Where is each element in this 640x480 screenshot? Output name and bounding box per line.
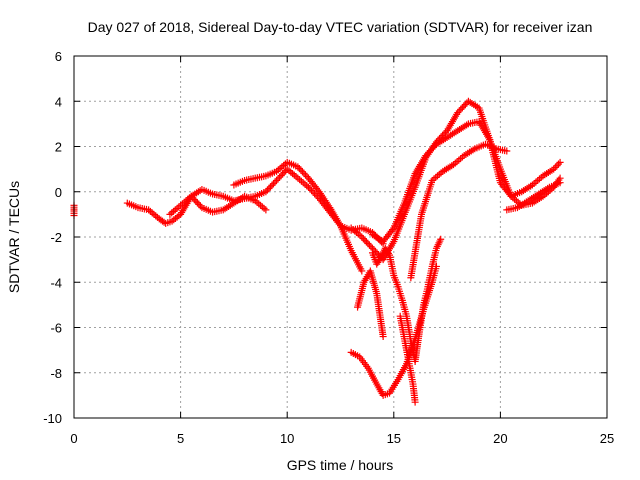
data-point xyxy=(189,194,197,202)
y-tick-label: -6 xyxy=(50,321,62,336)
series-6 xyxy=(407,140,511,282)
data-point xyxy=(554,160,562,168)
x-tick-label: 25 xyxy=(600,431,614,446)
series-2 xyxy=(166,192,270,218)
data-point xyxy=(379,333,387,341)
data-point xyxy=(274,175,282,183)
data-point xyxy=(553,162,561,170)
data-point xyxy=(388,226,396,234)
data-point xyxy=(361,236,369,244)
x-tick-label: 15 xyxy=(387,431,401,446)
data-point xyxy=(190,196,198,204)
data-point xyxy=(309,188,317,196)
data-point xyxy=(276,173,284,181)
series-7 xyxy=(503,179,564,214)
series-5 xyxy=(368,118,564,246)
y-tick-label: 6 xyxy=(55,49,62,64)
data-point xyxy=(187,192,195,200)
x-tick-label: 5 xyxy=(177,431,184,446)
x-tick-label: 0 xyxy=(70,431,77,446)
data-point xyxy=(271,178,279,186)
data-point xyxy=(269,180,277,188)
data-point xyxy=(376,255,384,263)
data-point xyxy=(365,241,373,249)
data-point xyxy=(454,109,462,117)
grid-lines xyxy=(74,56,607,418)
data-point xyxy=(423,150,431,158)
data-point xyxy=(192,197,200,205)
data-point xyxy=(422,152,430,160)
y-tick-label: -4 xyxy=(50,275,62,290)
data-point xyxy=(300,169,308,177)
series-11 xyxy=(347,262,440,399)
data-point xyxy=(297,166,305,174)
data-point xyxy=(193,199,201,207)
y-tick-label: -10 xyxy=(43,411,62,426)
y-tick-label: -8 xyxy=(50,366,62,381)
y-tick-label: 4 xyxy=(55,94,62,109)
data-point xyxy=(273,176,281,184)
y-tick-label: 2 xyxy=(55,140,62,155)
data-point xyxy=(432,262,440,270)
data-point xyxy=(411,398,419,406)
x-tick-label: 20 xyxy=(493,431,507,446)
y-axis-label: SDTVAR / TECUs xyxy=(6,181,22,293)
data-point xyxy=(429,143,437,151)
data-point xyxy=(308,186,316,194)
data-point xyxy=(298,168,306,176)
data-point xyxy=(551,163,559,171)
data-point xyxy=(556,179,564,187)
data-point xyxy=(362,238,370,246)
data-point xyxy=(364,239,372,247)
data-point xyxy=(503,147,511,155)
data-point xyxy=(294,163,302,171)
data-point xyxy=(301,171,309,179)
data-point xyxy=(457,105,465,113)
data-point xyxy=(425,148,433,156)
data-point xyxy=(437,235,445,243)
data-point xyxy=(295,164,303,172)
tick-labels: 0 5 10 15 20 25 -10 -8 -6 -4 -2 0 2 4 6 xyxy=(43,49,614,446)
data-point xyxy=(277,172,285,180)
data-point xyxy=(426,147,434,155)
series-10 xyxy=(396,312,419,406)
data-point xyxy=(268,181,276,189)
data-point xyxy=(359,235,367,243)
data-point xyxy=(372,248,380,256)
data-point xyxy=(460,102,468,110)
data-point xyxy=(550,165,558,173)
chart-title: Day 027 of 2018, Sidereal Day-to-day VTE… xyxy=(88,19,593,35)
plot-frame xyxy=(73,55,608,419)
data-point xyxy=(306,185,314,193)
x-tick-label: 10 xyxy=(280,431,294,446)
data-point xyxy=(556,158,564,166)
series-3 xyxy=(230,158,366,275)
data-point xyxy=(358,233,366,241)
data-point xyxy=(263,186,271,194)
data-point xyxy=(367,243,375,251)
data-point xyxy=(458,104,466,112)
data-point xyxy=(266,183,274,191)
data-point xyxy=(280,168,288,176)
data-point xyxy=(384,249,392,257)
y-tick-label: 0 xyxy=(55,185,62,200)
data-point xyxy=(305,183,313,191)
data-point xyxy=(262,206,270,214)
data-point xyxy=(428,145,436,153)
data-point xyxy=(265,185,273,193)
data-point xyxy=(461,100,469,108)
y-tick-label: -2 xyxy=(50,230,62,245)
data-points xyxy=(70,97,564,406)
data-point xyxy=(196,202,204,210)
x-axis-label: GPS time / hours xyxy=(287,457,394,473)
data-point xyxy=(358,267,366,275)
series-9 xyxy=(354,267,387,341)
data-point xyxy=(195,200,203,208)
data-point xyxy=(279,170,287,178)
data-point xyxy=(455,107,463,115)
data-point xyxy=(262,188,270,196)
